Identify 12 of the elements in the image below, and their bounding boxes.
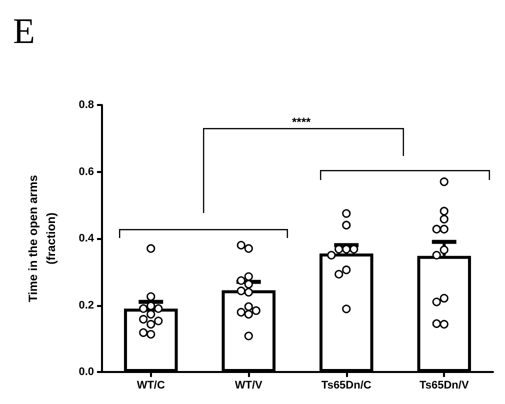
y-tick-label: 0.0 (78, 366, 94, 378)
x-tick-label: WT/C (136, 380, 165, 392)
y-axis-title: Time in the open arms (fraction) (26, 174, 58, 302)
y-tick-label: 0.2 (78, 299, 94, 312)
y-tick-label: 0.6 (78, 166, 94, 178)
chart-title: E (13, 11, 35, 51)
annotation: **** (292, 115, 312, 129)
x-tick-label: Ts65Dn/C (321, 380, 372, 392)
x-tick-label: WT/V (234, 380, 264, 392)
y-tick-label: 0.8 (78, 99, 94, 111)
y-tick-label: 0.4 (78, 232, 95, 244)
x-tick-label: Ts65Dn/V (419, 380, 470, 392)
